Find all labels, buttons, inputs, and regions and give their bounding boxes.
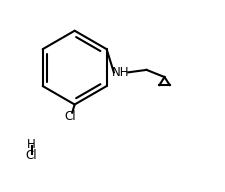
Text: Cl: Cl [25,149,37,162]
Text: Cl: Cl [64,110,76,123]
Text: NH: NH [112,66,130,79]
Text: H: H [27,138,36,151]
